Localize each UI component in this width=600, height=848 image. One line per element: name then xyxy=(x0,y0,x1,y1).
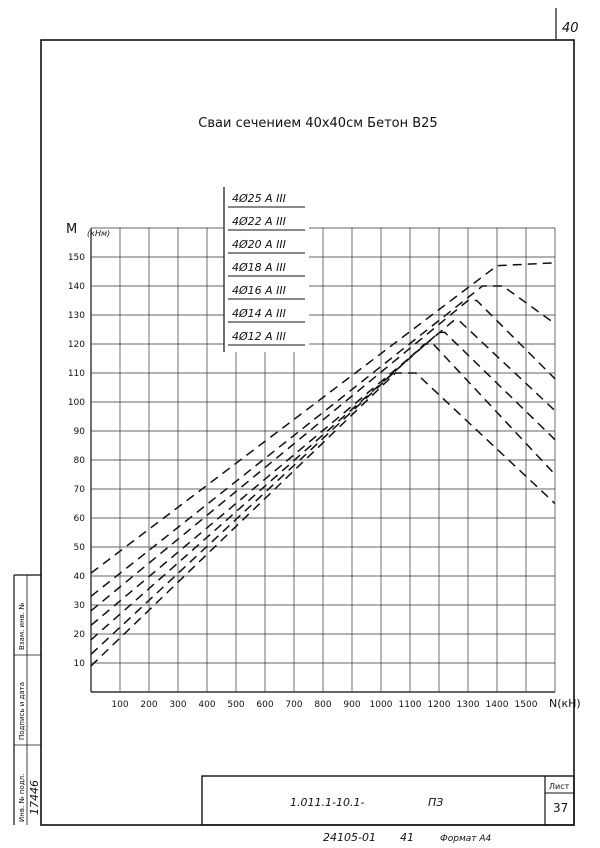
x-tick-label: 300 xyxy=(169,700,186,710)
stamp-label-signature: Подпись и дата xyxy=(18,682,26,740)
legend-entry: 4Ø20 А III xyxy=(232,238,286,251)
legend-entry: 4Ø18 А III xyxy=(232,261,286,274)
document-designation: 1.011.1-10.1- xyxy=(290,796,364,809)
footer-format: Формат А4 xyxy=(440,834,492,844)
chart-series-lines xyxy=(90,262,556,667)
series-line-3 xyxy=(90,299,556,612)
x-axis-ticks: 100 200 300 400 500 600 700 800 900 1000 1100 1200 1… xyxy=(111,700,537,710)
x-tick-label: 100 xyxy=(111,700,128,710)
legend-entry: 4Ø22 А III xyxy=(232,215,286,228)
x-tick-label: 700 xyxy=(285,700,302,710)
y-tick-label: 100 xyxy=(68,398,85,408)
y-tick-label: 90 xyxy=(74,427,86,437)
legend-entry: 4Ø25 А III xyxy=(232,192,286,205)
x-tick-label: 500 xyxy=(227,700,244,710)
stamp-label-inventory: Инв. № подл. xyxy=(18,774,26,822)
x-tick-label: 900 xyxy=(343,700,360,710)
y-tick-label: 140 xyxy=(68,282,85,292)
legend-background xyxy=(224,187,309,352)
document-section: ПЗ xyxy=(428,796,443,809)
y-tick-label: 40 xyxy=(74,572,86,582)
y-tick-label: 50 xyxy=(74,543,86,553)
y-tick-label: 60 xyxy=(74,514,86,524)
chart-legend: 4Ø25 А III 4Ø22 А III 4Ø20 А III 4Ø18 А III… xyxy=(223,187,309,352)
series-line-7 xyxy=(90,372,556,667)
x-tick-label: 200 xyxy=(140,700,157,710)
y-axis-unit: (кНм) xyxy=(87,229,110,238)
y-tick-label: 20 xyxy=(74,630,86,640)
x-axis-label: N(кН) xyxy=(549,697,581,710)
sheet-label: Лист xyxy=(549,782,570,791)
x-tick-label: 1400 xyxy=(486,700,509,710)
y-tick-label: 120 xyxy=(68,340,85,350)
x-tick-label: 400 xyxy=(198,700,215,710)
chart-area: 100 200 300 400 500 600 700 800 900 1000 1100 1200 1… xyxy=(66,187,581,710)
y-tick-label: 130 xyxy=(68,311,85,321)
x-tick-label: 1300 xyxy=(457,700,480,710)
y-tick-label: 30 xyxy=(74,601,86,611)
x-tick-label: 1200 xyxy=(428,700,451,710)
series-line-5 xyxy=(90,331,556,641)
sheet-number: 37 xyxy=(553,801,568,815)
y-tick-label: 10 xyxy=(74,659,86,669)
y-axis-label: M xyxy=(66,222,77,237)
y-tick-label: 70 xyxy=(74,485,86,495)
footer-page: 41 xyxy=(400,831,414,844)
stamp-inventory-number: 17446 xyxy=(28,780,41,815)
chart-title: Сваи сечением 40х40см Бетон В25 xyxy=(198,116,437,131)
y-tick-label: 80 xyxy=(74,456,86,466)
legend-entry: 4Ø12 А III xyxy=(232,330,286,343)
stamp-label-replaced: Взам. инв. № xyxy=(18,602,26,650)
y-tick-label: 110 xyxy=(68,369,85,379)
series-line-4 xyxy=(90,320,556,626)
y-axis-ticks: 10 20 30 40 50 60 70 80 90 100 110 120 130 140 150 xyxy=(68,253,85,669)
x-tick-label: 800 xyxy=(314,700,331,710)
left-margin-stamp: Взам. инв. № Подпись и дата Инв. № подл.… xyxy=(13,574,41,825)
footer-code: 24105-01 xyxy=(323,831,376,844)
title-block: Лист 37 1.011.1-10.1- ПЗ xyxy=(201,775,575,826)
legend-entry: 4Ø16 А III xyxy=(232,284,286,297)
x-tick-label: 1100 xyxy=(399,700,422,710)
corner-page-number: 40 xyxy=(562,21,579,36)
x-tick-label: 1000 xyxy=(370,700,393,710)
chart-grid xyxy=(90,227,556,693)
x-tick-label: 600 xyxy=(256,700,273,710)
series-line-1 xyxy=(90,262,556,574)
series-line-6 xyxy=(90,343,556,655)
x-tick-label: 1500 xyxy=(515,700,538,710)
y-tick-label: 150 xyxy=(68,253,85,263)
legend-entry: 4Ø14 А III xyxy=(232,307,286,320)
